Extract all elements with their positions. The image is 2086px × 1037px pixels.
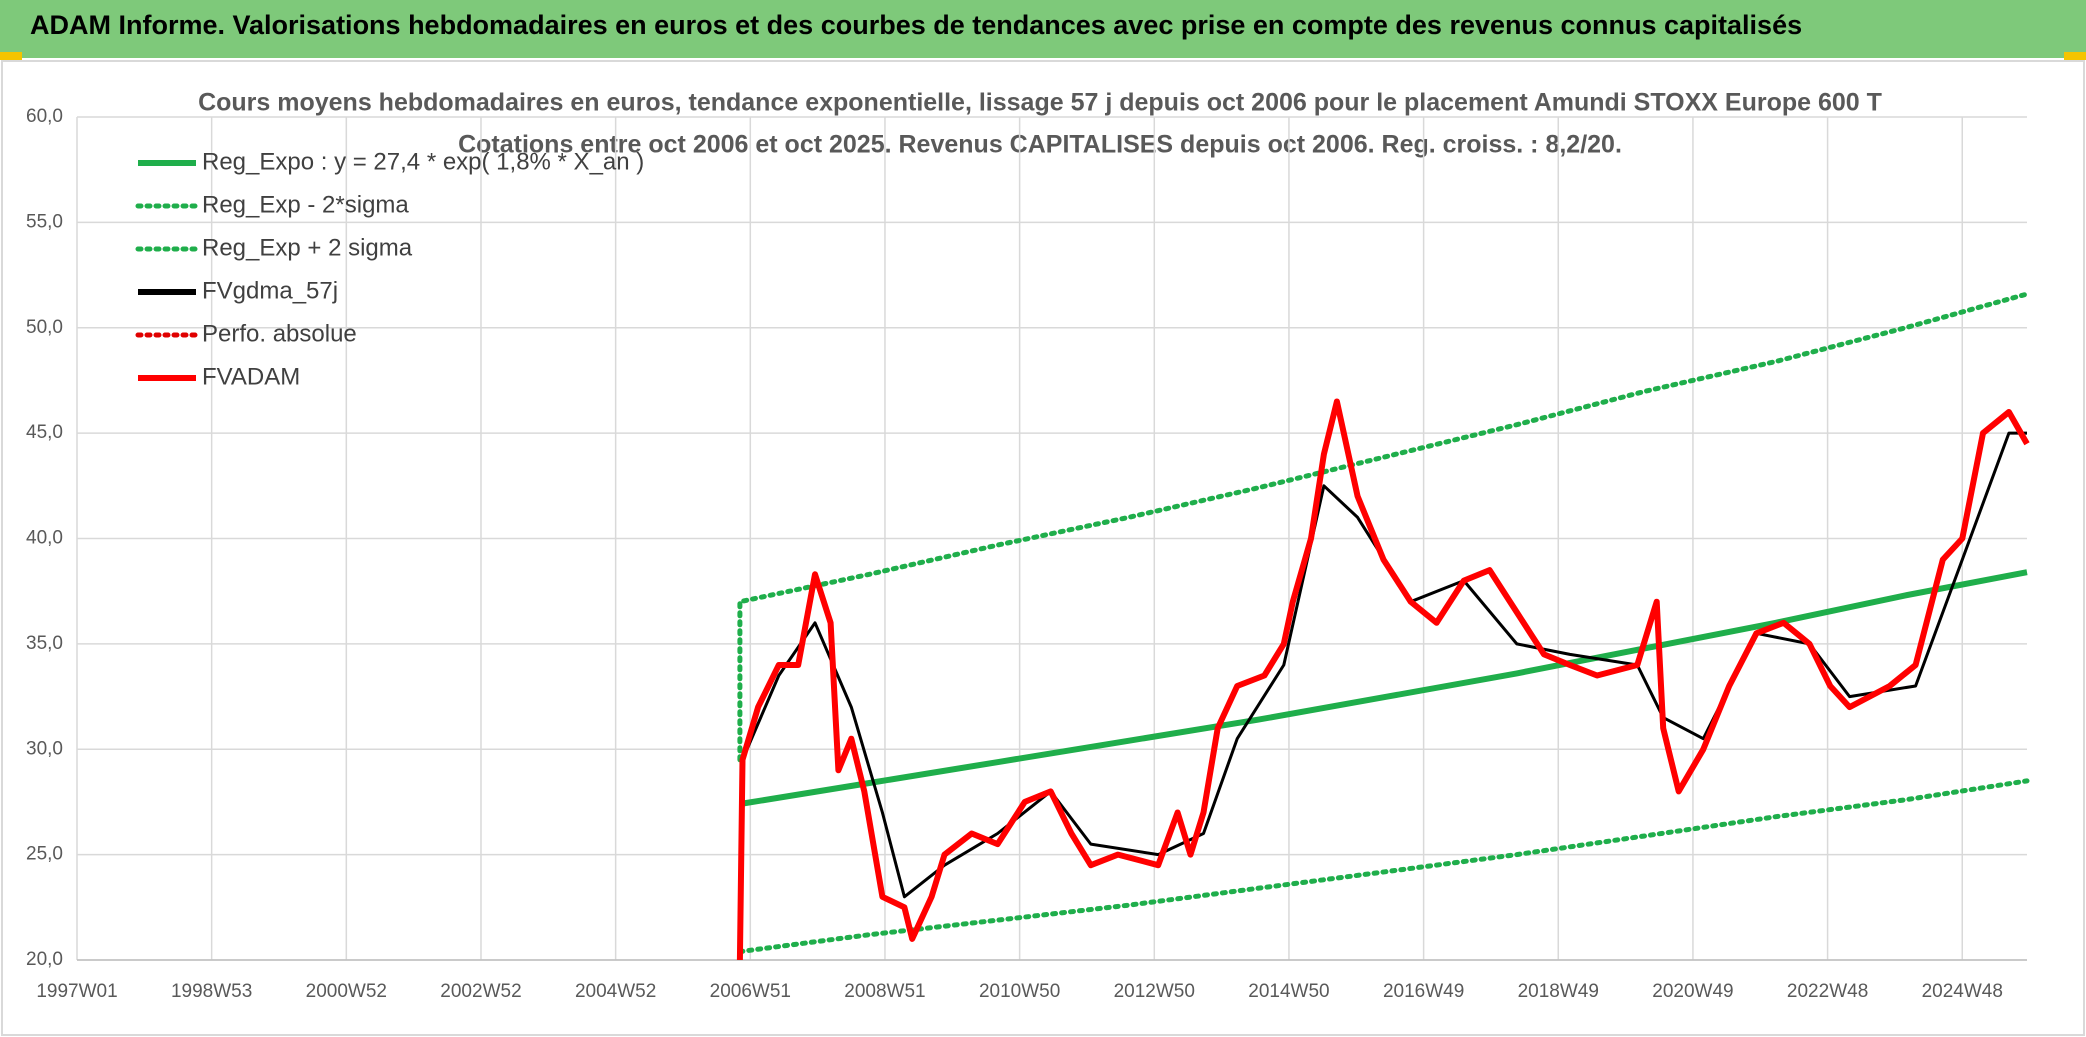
chart-subtitle: Cotations entre oct 2006 et oct 2025. Re… <box>458 131 1622 159</box>
x-tick-label: 2024W48 <box>1922 981 2003 1002</box>
x-tick-label: 1998W53 <box>171 981 252 1002</box>
header: ADAM Informe. Valorisations hebdomadaire… <box>0 0 2086 58</box>
legend-label: Perfo. absolue <box>202 320 357 347</box>
x-tick-label: 2000W52 <box>306 981 387 1002</box>
corner-mark <box>0 52 22 60</box>
x-tick-label: 2010W50 <box>979 981 1060 1002</box>
x-tick-label: 2008W51 <box>844 981 925 1002</box>
x-tick-label: 2016W49 <box>1383 981 1464 1002</box>
x-tick-label: 2012W50 <box>1114 981 1195 1002</box>
y-tick-label: 25,0 <box>26 844 63 865</box>
y-tick-label: 50,0 <box>26 317 63 338</box>
x-tick-label: 2014W50 <box>1248 981 1329 1002</box>
y-tick-label: 40,0 <box>26 528 63 549</box>
y-tick-label: 30,0 <box>26 738 63 759</box>
legend-label: Reg_Exp + 2 sigma <box>202 234 413 261</box>
y-tick-label: 60,0 <box>26 106 63 127</box>
series-line <box>736 398 2030 961</box>
x-tick-label: 2006W51 <box>710 981 791 1002</box>
x-tick-label: 2020W49 <box>1652 981 1733 1002</box>
legend-label: Reg_Expo : y = 27,4 * exp( 1,8% * X_an ) <box>202 148 644 175</box>
legend-label: FVADAM <box>202 363 300 390</box>
x-tick-label: 2004W52 <box>575 981 656 1002</box>
y-tick-label: 20,0 <box>26 949 63 970</box>
legend-label: FVgdma_57j <box>202 277 338 304</box>
x-tick-label: 2022W48 <box>1787 981 1868 1002</box>
y-tick-label: 35,0 <box>26 633 63 654</box>
y-tick-label: 55,0 <box>26 211 63 232</box>
chart: Cours moyens hebdomadaires en euros, ten… <box>1 60 2085 1036</box>
legend-label: Reg_Exp - 2*sigma <box>202 191 409 218</box>
chart-title: Cours moyens hebdomadaires en euros, ten… <box>198 89 1882 117</box>
x-tick-label: 2002W52 <box>440 981 521 1002</box>
chart-frame <box>1 60 2085 1036</box>
corner-mark <box>2064 52 2086 60</box>
y-tick-label: 45,0 <box>26 422 63 443</box>
header-title: ADAM Informe. Valorisations hebdomadaire… <box>30 10 1803 40</box>
series-line <box>739 569 2028 807</box>
series-line <box>737 778 2030 955</box>
x-tick-label: 1997W01 <box>36 981 117 1002</box>
x-tick-label: 2018W49 <box>1518 981 1599 1002</box>
